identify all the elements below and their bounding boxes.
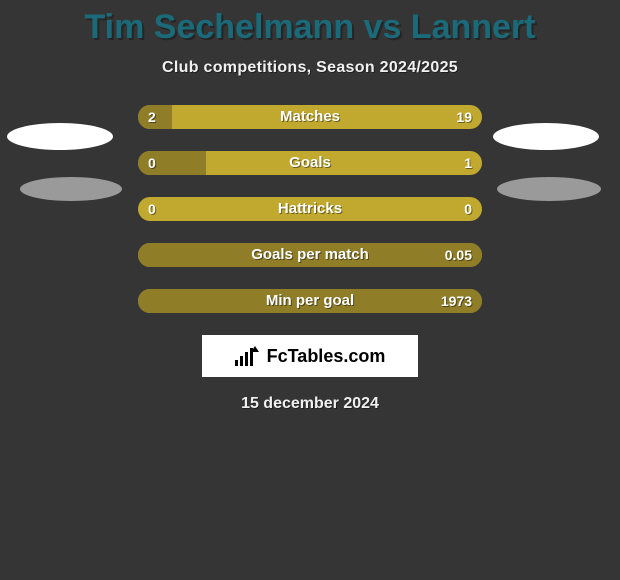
stat-row: 0.05Goals per match: [0, 243, 620, 267]
stat-label: Goals: [0, 151, 620, 175]
stat-row: 1973Min per goal: [0, 289, 620, 313]
comparison-subtitle: Club competitions, Season 2024/2025: [0, 59, 620, 77]
stat-label: Matches: [0, 105, 620, 129]
branding-box: FcTables.com: [202, 335, 418, 377]
date-label: 15 december 2024: [0, 395, 620, 413]
stat-row: 01Goals: [0, 151, 620, 175]
chart-icon: [235, 346, 263, 366]
stat-label: Hattricks: [0, 197, 620, 221]
stat-row: 00Hattricks: [0, 197, 620, 221]
stat-row: 219Matches: [0, 105, 620, 129]
stat-label: Min per goal: [0, 289, 620, 313]
stat-label: Goals per match: [0, 243, 620, 267]
brand-text: FcTables.com: [267, 346, 386, 367]
comparison-title: Tim Sechelmann vs Lannert: [0, 0, 620, 47]
